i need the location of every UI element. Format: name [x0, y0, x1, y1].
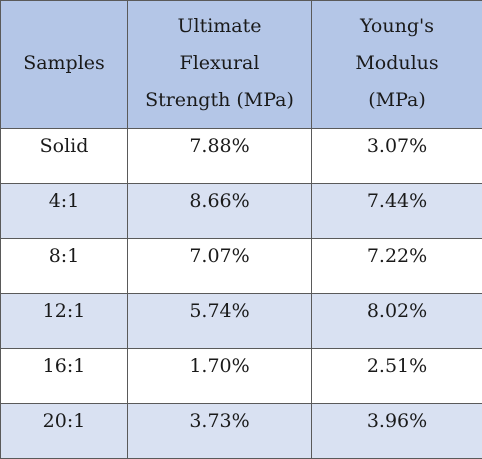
cell-modulus: 2.51% — [312, 349, 482, 404]
header-modulus-line: Modulus — [312, 45, 482, 82]
header-modulus-line: (MPa) — [312, 82, 482, 119]
table-body: Solid 7.88% 3.07% 4:1 8.66% 7.44% 8:1 7.… — [1, 129, 482, 459]
header-flexural-line: Flexural — [128, 45, 311, 82]
cell-modulus: 3.96% — [312, 404, 482, 459]
header-youngs-modulus: Young's Modulus (MPa) — [312, 1, 482, 129]
cell-modulus: 7.44% — [312, 184, 482, 239]
cell-flexural: 1.70% — [128, 349, 312, 404]
header-flexural-strength: Ultimate Flexural Strength (MPa) — [128, 1, 312, 129]
table-row: 8:1 7.07% 7.22% — [1, 239, 482, 294]
cell-modulus: 8.02% — [312, 294, 482, 349]
cell-sample: 12:1 — [1, 294, 128, 349]
table-row: 20:1 3.73% 3.96% — [1, 404, 482, 459]
table-row: Solid 7.88% 3.07% — [1, 129, 482, 184]
table-row: 12:1 5.74% 8.02% — [1, 294, 482, 349]
cell-flexural: 5.74% — [128, 294, 312, 349]
cell-sample: Solid — [1, 129, 128, 184]
header-row: Samples Ultimate Flexural Strength (MPa)… — [1, 1, 482, 129]
header-flexural-line: Ultimate — [128, 8, 311, 45]
cell-flexural: 7.88% — [128, 129, 312, 184]
table-row: 4:1 8.66% 7.44% — [1, 184, 482, 239]
header-flexural-line: Strength (MPa) — [128, 82, 311, 119]
cell-sample: 4:1 — [1, 184, 128, 239]
cell-sample: 16:1 — [1, 349, 128, 404]
cell-sample: 8:1 — [1, 239, 128, 294]
cell-flexural: 3.73% — [128, 404, 312, 459]
cell-flexural: 8.66% — [128, 184, 312, 239]
table-header: Samples Ultimate Flexural Strength (MPa)… — [1, 1, 482, 129]
header-modulus-line: Young's — [312, 8, 482, 45]
cell-modulus: 3.07% — [312, 129, 482, 184]
cell-sample: 20:1 — [1, 404, 128, 459]
cell-flexural: 7.07% — [128, 239, 312, 294]
table-row: 16:1 1.70% 2.51% — [1, 349, 482, 404]
header-samples: Samples — [1, 1, 128, 129]
cell-modulus: 7.22% — [312, 239, 482, 294]
